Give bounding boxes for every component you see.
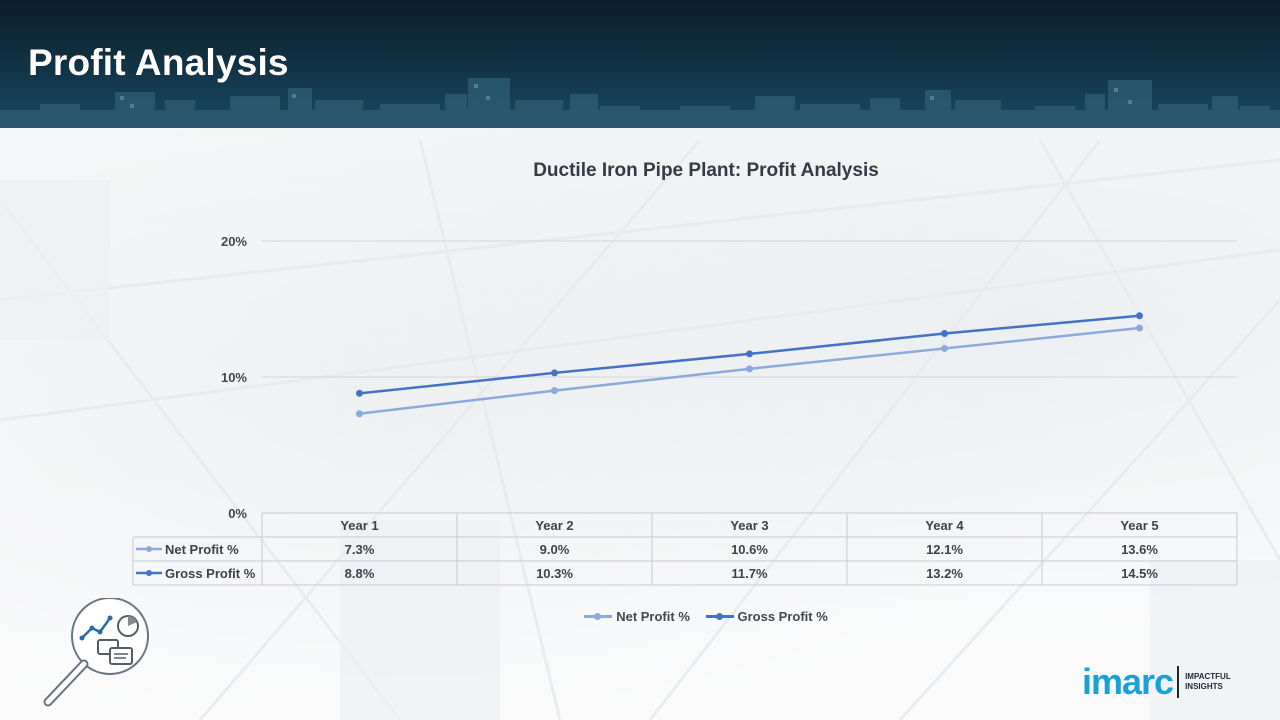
- legend-swatch-net: [584, 613, 613, 620]
- table-legend-key-marker: [146, 570, 152, 576]
- data-point: [551, 387, 558, 395]
- x-category-label: Year 1: [340, 518, 378, 533]
- page-title: Profit Analysis: [28, 42, 289, 83]
- data-point: [746, 350, 753, 358]
- logo-wordmark: imarc: [1082, 661, 1174, 702]
- table-series-name: Net Profit %: [165, 542, 239, 557]
- y-tick-label: 0%: [228, 506, 247, 521]
- content-panel: [0, 128, 1280, 720]
- y-tick-label: 10%: [221, 370, 247, 385]
- data-point: [1136, 312, 1143, 320]
- data-label: 14.5%: [1121, 566, 1158, 581]
- chart-title: Ductile Iron Pipe Plant: Profit Analysis: [533, 160, 879, 181]
- legend-item-gross: Gross Profit %: [705, 609, 828, 624]
- y-tick-label: 20%: [221, 234, 247, 249]
- table-legend-key-marker: [146, 546, 152, 552]
- data-point: [356, 410, 363, 418]
- logo-divider: [1177, 666, 1180, 698]
- x-category-label: Year 2: [535, 518, 573, 533]
- data-label: 10.3%: [536, 566, 573, 581]
- legend-item-net: Net Profit %: [584, 609, 690, 624]
- data-point: [941, 344, 948, 352]
- x-category-label: Year 4: [925, 518, 964, 533]
- data-label: 12.1%: [926, 542, 963, 557]
- logo-tagline: IMPACTFUL INSIGHTS: [1185, 672, 1231, 691]
- x-category-label: Year 5: [1120, 518, 1158, 533]
- legend-label-gross: Gross Profit %: [737, 609, 828, 624]
- data-point: [941, 329, 948, 337]
- data-label: 8.8%: [345, 566, 375, 581]
- data-point: [1136, 324, 1143, 332]
- imarc-logo: imarc IMPACTFUL INSIGHTS: [1082, 662, 1241, 702]
- city-skyline-graphic: [0, 78, 1280, 128]
- data-label: 13.2%: [926, 566, 963, 581]
- magnifier-chart-icon: [40, 597, 155, 715]
- data-label: 9.0%: [540, 542, 570, 557]
- legend-label-net: Net Profit %: [616, 609, 690, 624]
- header-banner: Profit Analysis: [0, 0, 1280, 128]
- data-label: 7.3%: [345, 542, 375, 557]
- chart-legend: Net Profit % Gross Profit %: [0, 606, 1280, 624]
- legend-swatch-gross: [705, 613, 734, 620]
- data-point: [356, 389, 363, 397]
- data-label: 10.6%: [731, 542, 768, 557]
- data-label: 11.7%: [731, 566, 768, 581]
- x-category-label: Year 3: [730, 518, 768, 533]
- data-point: [551, 369, 558, 377]
- data-label: 13.6%: [1121, 542, 1158, 557]
- table-series-name: Gross Profit %: [165, 566, 256, 581]
- data-point: [746, 365, 753, 373]
